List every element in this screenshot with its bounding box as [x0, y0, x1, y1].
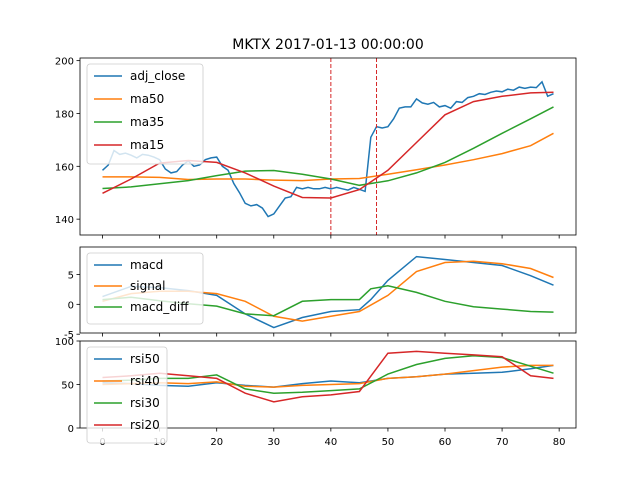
- legend-label-macd: macd: [130, 258, 163, 272]
- legend-label-ma15: ma15: [130, 138, 164, 152]
- x-tick-label: 20: [210, 437, 223, 448]
- rsi-panel: 05010001020304050607080rsi50rsi40rsi30rs…: [55, 337, 577, 448]
- legend-label-macd-diff: macd_diff: [130, 300, 189, 314]
- legend-box: [86, 346, 168, 444]
- series-line-rsi40: [102, 364, 554, 388]
- series-line-rsi50: [102, 364, 554, 388]
- y-tick-label: 0: [68, 300, 74, 311]
- y-tick-label: -5: [64, 330, 74, 341]
- y-tick-label: 140: [55, 215, 74, 226]
- legend: macd signal macd_diff: [86, 252, 204, 325]
- legend-label-adj-close: adj_close: [130, 69, 185, 83]
- legend-label-ma35: ma35: [130, 115, 164, 129]
- x-tick-label: 70: [496, 437, 509, 448]
- price-panel: 140 160 180 200 adj_close ma50 ma35 ma15: [55, 57, 577, 239]
- series-line-adj-close: [101, 80, 554, 218]
- legend: adj_close ma50 ma35 ma15: [86, 63, 204, 165]
- series-line-rsi20: [102, 350, 554, 403]
- series-line-rsi30: [102, 355, 554, 394]
- legend-label-ma50: ma50: [130, 92, 164, 106]
- macd-panel: -5 0 5 macd signal macd_diff: [64, 246, 577, 341]
- legend-label-rsi50: rsi50: [130, 352, 160, 366]
- y-tick-label: 5: [68, 270, 74, 281]
- y-tick-label: 100: [55, 337, 74, 348]
- chart-title: MKTX 2017-01-13 00:00:00: [232, 37, 423, 53]
- legend-label-signal: signal: [130, 279, 166, 293]
- x-tick-label: 40: [324, 437, 337, 448]
- x-tick-label: 80: [553, 437, 566, 448]
- y-tick-label: 180: [55, 109, 74, 120]
- legend-label-rsi20: rsi20: [130, 418, 160, 432]
- x-tick-label: 30: [267, 437, 280, 448]
- axes-frame: [79, 57, 577, 236]
- axes-frame: [79, 246, 577, 334]
- y-tick-label: 50: [61, 381, 74, 392]
- y-tick-label: 160: [55, 162, 74, 173]
- x-tick-label: 60: [439, 437, 452, 448]
- legend-label-rsi40: rsi40: [130, 374, 160, 388]
- legend-label-rsi30: rsi30: [130, 396, 160, 410]
- y-tick-label: 200: [55, 57, 74, 68]
- legend: rsi50 rsi40 rsi30 rsi20: [86, 346, 168, 444]
- y-tick-label: 0: [68, 424, 74, 435]
- x-tick-label: 50: [382, 437, 395, 448]
- legend-box: [86, 63, 204, 165]
